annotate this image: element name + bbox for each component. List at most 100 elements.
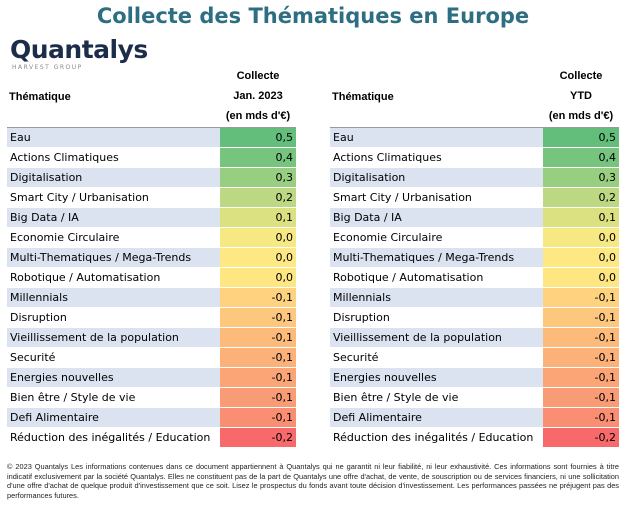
theme-name-cell: Robotique / Automatisation: [330, 268, 543, 287]
theme-name-cell: Eau: [330, 128, 543, 147]
table-row: Smart City / Urbanisation 0,2: [7, 188, 296, 208]
table-row: Big Data / IA 0,1: [7, 208, 296, 228]
theme-name-cell: Millennials: [7, 288, 220, 307]
table-row: Smart City / Urbanisation 0,2: [330, 188, 619, 208]
collecte-value-cell: -0,1: [220, 388, 296, 407]
theme-name-cell: Millennials: [330, 288, 543, 307]
theme-name-cell: Réduction des inégalités / Education: [7, 428, 220, 447]
theme-name-cell: Big Data / IA: [7, 208, 220, 227]
table-row: Securité -0,1: [330, 348, 619, 368]
collecte-value-cell: 0,4: [543, 148, 619, 167]
theme-name-cell: Smart City / Urbanisation: [330, 188, 543, 207]
collecte-value-cell: 0,2: [220, 188, 296, 207]
table-rows: Eau 0,5 Actions Climatiques 0,4 Digitalisati…: [330, 127, 619, 448]
table-collecte-ytd: Thématique Collecte YTD (en mds d'€) Eau…: [330, 66, 619, 448]
theme-name-cell: Bien être / Style de vie: [330, 388, 543, 407]
table-row: Defi Alimentaire -0,1: [330, 408, 619, 428]
table-row: Vieillissement de la population -0,1: [330, 328, 619, 348]
collecte-value-cell: 0,0: [220, 268, 296, 287]
collecte-value-cell: 0,4: [220, 148, 296, 167]
collecte-value-cell: 0,0: [220, 248, 296, 267]
table-row: Eau 0,5: [7, 128, 296, 148]
table-row: Multi-Thematiques / Mega-Trends 0,0: [7, 248, 296, 268]
value-header-line-2: YTD: [543, 86, 619, 106]
table-row: Disruption -0,1: [330, 308, 619, 328]
value-column-header: Collecte Jan. 2023 (en mds d'€): [220, 66, 296, 126]
theme-name-cell: Economie Circulaire: [7, 228, 220, 247]
table-row: Robotique / Automatisation 0,0: [330, 268, 619, 288]
collecte-value-cell: -0,1: [220, 308, 296, 327]
collecte-value-cell: -0,1: [220, 328, 296, 347]
collecte-value-cell: 0,0: [543, 268, 619, 287]
table-row: Disruption -0,1: [7, 308, 296, 328]
collecte-value-cell: -0,1: [543, 308, 619, 327]
table-row: Réduction des inégalités / Education -0,2: [330, 428, 619, 448]
table-row: Actions Climatiques 0,4: [7, 148, 296, 168]
theme-name-cell: Disruption: [7, 308, 220, 327]
theme-name-cell: Digitalisation: [7, 168, 220, 187]
table-row: Digitalisation 0,3: [7, 168, 296, 188]
table-row: Digitalisation 0,3: [330, 168, 619, 188]
table-rows: Eau 0,5 Actions Climatiques 0,4 Digitalisati…: [7, 127, 296, 448]
theme-column-header: Thématique: [332, 91, 394, 103]
table-row: Vieillissement de la population -0,1: [7, 328, 296, 348]
table-row: Defi Alimentaire -0,1: [7, 408, 296, 428]
table-header: Thématique Collecte Jan. 2023 (en mds d'…: [7, 66, 296, 127]
theme-name-cell: Digitalisation: [330, 168, 543, 187]
collecte-value-cell: 0,2: [543, 188, 619, 207]
theme-name-cell: Securité: [330, 348, 543, 367]
theme-name-cell: Economie Circulaire: [330, 228, 543, 247]
table-row: Energies nouvelles -0,1: [330, 368, 619, 388]
collecte-value-cell: -0,1: [543, 408, 619, 427]
theme-name-cell: Disruption: [330, 308, 543, 327]
collecte-value-cell: 0,3: [543, 168, 619, 187]
theme-name-cell: Multi-Thematiques / Mega-Trends: [330, 248, 543, 267]
collecte-value-cell: -0,1: [220, 348, 296, 367]
table-row: Millennials -0,1: [7, 288, 296, 308]
logo-wordmark: Quantalys: [10, 36, 160, 64]
theme-column-header: Thématique: [9, 91, 71, 103]
collecte-value-cell: -0,1: [543, 288, 619, 307]
value-header-line-1: Collecte: [543, 66, 619, 86]
table-row: Millennials -0,1: [330, 288, 619, 308]
table-row: Réduction des inégalités / Education -0,2: [7, 428, 296, 448]
theme-name-cell: Smart City / Urbanisation: [7, 188, 220, 207]
theme-name-cell: Energies nouvelles: [7, 368, 220, 387]
collecte-value-cell: 0,0: [220, 228, 296, 247]
theme-name-cell: Defi Alimentaire: [330, 408, 543, 427]
collecte-value-cell: -0,2: [220, 428, 296, 447]
value-header-line-1: Collecte: [220, 66, 296, 86]
theme-name-cell: Vieillissement de la population: [7, 328, 220, 347]
table-row: Actions Climatiques 0,4: [330, 148, 619, 168]
value-header-line-3: (en mds d'€): [220, 106, 296, 126]
table-row: Economie Circulaire 0,0: [330, 228, 619, 248]
collecte-value-cell: 0,1: [543, 208, 619, 227]
table-header: Thématique Collecte YTD (en mds d'€): [330, 66, 619, 127]
theme-name-cell: Vieillissement de la population: [330, 328, 543, 347]
collecte-value-cell: -0,2: [543, 428, 619, 447]
collecte-value-cell: 0,5: [220, 128, 296, 147]
table-row: Big Data / IA 0,1: [330, 208, 619, 228]
theme-name-cell: Eau: [7, 128, 220, 147]
theme-name-cell: Big Data / IA: [330, 208, 543, 227]
table-row: Multi-Thematiques / Mega-Trends 0,0: [330, 248, 619, 268]
theme-name-cell: Defi Alimentaire: [7, 408, 220, 427]
table-row: Bien être / Style de vie -0,1: [7, 388, 296, 408]
theme-name-cell: Bien être / Style de vie: [7, 388, 220, 407]
theme-name-cell: Actions Climatiques: [7, 148, 220, 167]
collecte-value-cell: -0,1: [543, 328, 619, 347]
table-row: Securité -0,1: [7, 348, 296, 368]
page-title: Collecte des Thématiques en Europe: [0, 4, 626, 28]
collecte-value-cell: 0,0: [543, 228, 619, 247]
collecte-value-cell: 0,1: [220, 208, 296, 227]
value-column-header: Collecte YTD (en mds d'€): [543, 66, 619, 126]
collecte-value-cell: -0,1: [543, 348, 619, 367]
disclaimer-footer: © 2023 Quantalys Les informations conten…: [7, 462, 619, 500]
theme-name-cell: Multi-Thematiques / Mega-Trends: [7, 248, 220, 267]
table-row: Bien être / Style de vie -0,1: [330, 388, 619, 408]
table-row: Robotique / Automatisation 0,0: [7, 268, 296, 288]
collecte-value-cell: -0,1: [543, 388, 619, 407]
value-header-line-2: Jan. 2023: [220, 86, 296, 106]
collecte-value-cell: 0,3: [220, 168, 296, 187]
theme-name-cell: Securité: [7, 348, 220, 367]
